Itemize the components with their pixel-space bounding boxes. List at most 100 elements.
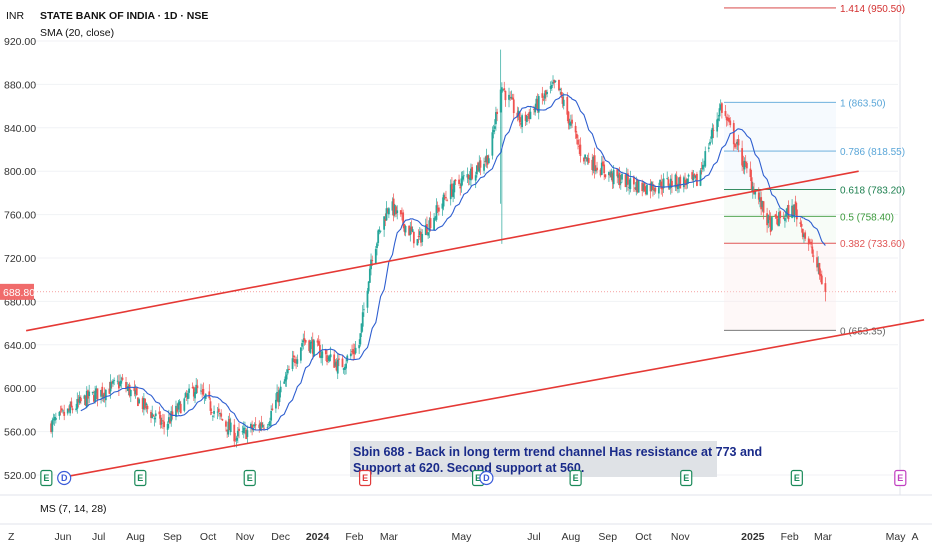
candle-body xyxy=(732,123,735,145)
earnings-marker[interactable] xyxy=(790,469,803,487)
candle-body xyxy=(259,423,262,431)
candle-body xyxy=(659,179,661,186)
earnings-marker[interactable] xyxy=(894,469,907,487)
earnings-marker[interactable] xyxy=(680,469,693,487)
candle-body xyxy=(58,411,61,416)
candle-body xyxy=(650,182,653,190)
candle-body xyxy=(416,239,419,246)
candle-body xyxy=(374,249,377,264)
candle-body xyxy=(611,173,614,182)
candle-body xyxy=(195,384,198,394)
candle-body xyxy=(520,123,522,125)
candle-body xyxy=(499,89,502,113)
candle-body xyxy=(779,211,782,219)
candle-body xyxy=(560,92,563,96)
candle-body xyxy=(176,407,179,412)
candle-body xyxy=(213,411,215,414)
last-price-label: 688.80 xyxy=(3,287,35,299)
candle-body xyxy=(549,86,552,89)
candle-body xyxy=(625,174,628,185)
time-tick-label: Oct xyxy=(200,531,216,543)
candle-body xyxy=(787,204,790,220)
candle-body xyxy=(592,156,595,171)
candle-body xyxy=(279,386,282,393)
candle-body xyxy=(774,214,777,217)
candle-body xyxy=(810,241,813,245)
candle-body xyxy=(567,111,570,124)
candle-body xyxy=(233,424,236,442)
candle-body xyxy=(812,255,815,257)
earnings-marker[interactable] xyxy=(134,469,147,487)
candle-body xyxy=(487,158,490,164)
candle-body xyxy=(479,160,482,168)
candle-body xyxy=(128,384,131,396)
note-background[interactable] xyxy=(350,441,717,477)
candle-body xyxy=(662,178,665,189)
candle-body xyxy=(201,391,204,392)
candle-body xyxy=(167,417,170,423)
price-tick-label: 600.00 xyxy=(4,383,36,395)
candle-body xyxy=(51,420,54,432)
candle-body xyxy=(760,197,763,210)
candle-body xyxy=(117,382,120,389)
price-tick-label: 560.00 xyxy=(4,427,36,439)
candle-body xyxy=(304,339,307,343)
candle-body xyxy=(661,186,664,190)
candle-body xyxy=(328,356,331,361)
candle-body xyxy=(586,157,589,162)
earnings-marker[interactable] xyxy=(243,469,256,487)
event-marker-label: E xyxy=(573,473,579,483)
candle-body xyxy=(541,93,544,98)
candle-body xyxy=(169,418,171,424)
candle-body xyxy=(768,216,771,221)
candle-body xyxy=(644,190,647,195)
candle-body xyxy=(451,183,453,197)
candle-body xyxy=(443,197,446,198)
candle-body xyxy=(699,170,702,186)
candle-body xyxy=(185,396,188,398)
candle-body xyxy=(88,391,91,397)
candle-body xyxy=(418,231,421,236)
fib-band xyxy=(724,102,836,152)
candle-body xyxy=(270,410,273,421)
zoom-left-button[interactable]: Z xyxy=(8,531,15,543)
candle-body xyxy=(146,405,149,410)
candle-body xyxy=(496,111,499,115)
candle-body xyxy=(452,189,455,198)
candle-body xyxy=(687,174,690,177)
candle-body xyxy=(716,119,719,132)
candle-body xyxy=(575,133,578,139)
time-tick-label[interactable]: A xyxy=(911,531,918,543)
candle-body xyxy=(77,398,80,403)
earnings-marker[interactable] xyxy=(358,469,372,487)
dividend-marker[interactable] xyxy=(57,470,72,486)
earnings-marker[interactable] xyxy=(569,469,582,487)
fib-level-label: 0.786 (818.55) xyxy=(840,147,905,158)
candle-body xyxy=(521,115,523,128)
time-tick-label: 2024 xyxy=(306,531,330,543)
channel-lower-line[interactable] xyxy=(62,319,925,478)
time-tick-label: Mar xyxy=(380,531,399,543)
candle-body xyxy=(258,424,261,428)
candle-body xyxy=(274,399,277,409)
fib-level-label: 0.618 (783.20) xyxy=(840,185,905,196)
candle-body xyxy=(133,387,136,392)
channel-upper-line[interactable] xyxy=(25,170,859,332)
candle-body xyxy=(71,408,74,411)
bottom-indicator-label[interactable]: MS (7, 14, 28) xyxy=(40,503,107,515)
candle-body xyxy=(85,390,88,408)
fibonacci-retracement[interactable]: 1.414 (950.50) 1 (863.50) 0.786 (818.55) 0.… xyxy=(724,4,905,337)
candle-body xyxy=(694,175,697,178)
time-tick-label: May xyxy=(886,531,907,543)
earnings-marker[interactable] xyxy=(40,469,53,487)
indicator-label[interactable]: SMA (20, close) xyxy=(40,27,114,39)
dividend-marker[interactable] xyxy=(479,470,494,486)
candle-body xyxy=(724,111,727,116)
candle-body xyxy=(127,386,130,391)
candle-body xyxy=(470,168,472,181)
trend-channel[interactable] xyxy=(25,170,925,478)
candle-body xyxy=(561,96,564,104)
candle-body xyxy=(552,82,554,84)
